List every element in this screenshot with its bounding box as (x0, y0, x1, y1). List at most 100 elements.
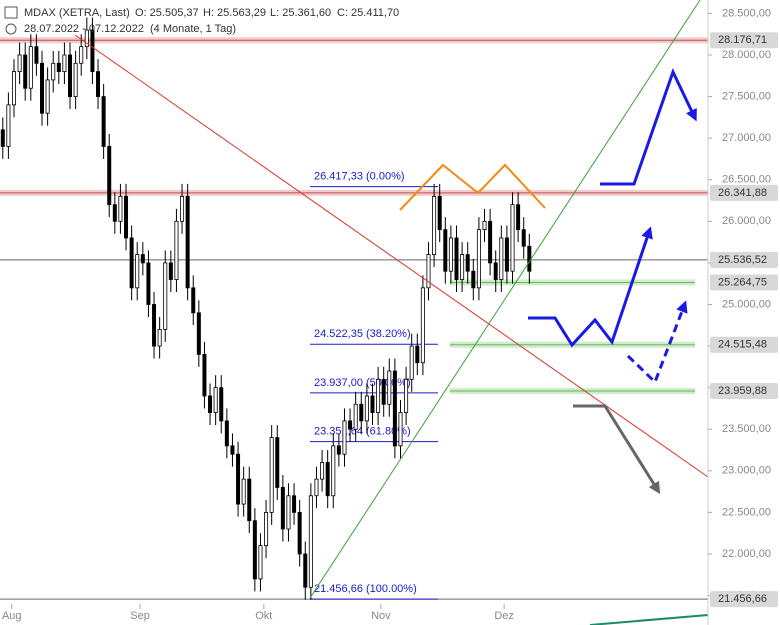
fib-label: 23.937,00 (50.00%) (314, 377, 411, 389)
drawings (74, 0, 709, 625)
candle-body (521, 229, 526, 247)
candle-body (208, 395, 213, 413)
candle-body (12, 71, 17, 106)
candle-body (96, 71, 101, 97)
level-label: 28.176,71 (718, 34, 767, 46)
candle-body (460, 254, 465, 280)
candle-body (118, 195, 123, 222)
candle-body (129, 237, 134, 289)
pattern-line (399, 163, 546, 211)
x-tick-label: Aug (2, 610, 22, 622)
y-tick-label: 27.000,00 (722, 132, 771, 144)
x-tick-label: Okt (255, 610, 272, 622)
candle-body (90, 29, 95, 73)
y-tick-label: 23.500,00 (722, 423, 771, 435)
candle-body (112, 204, 117, 222)
x-tick-label: Dez (494, 610, 514, 622)
level-label: 23.959,88 (718, 385, 767, 397)
ohlc-high: H: 25.563,29 (203, 7, 266, 19)
candle-body (269, 437, 274, 513)
candle-body (17, 54, 22, 73)
level-label: 26.341,88 (718, 187, 767, 199)
candle-body (264, 511, 269, 547)
scenario-arrow (600, 68, 697, 186)
trend-line (309, 0, 701, 599)
candle-body (258, 545, 263, 580)
level-label-box (710, 184, 778, 201)
header: MDAX (XETRA, Last) O: 25.505,37 H: 25.56… (4, 6, 399, 35)
candle-body (230, 445, 235, 455)
level-label: 25.264,75 (718, 276, 767, 288)
candle-body (432, 195, 437, 255)
level-label-box (710, 274, 778, 291)
candle-body (292, 495, 297, 513)
candle-body (101, 96, 106, 147)
candle-body (320, 462, 325, 480)
candle-body (213, 387, 218, 413)
candle-body (196, 312, 201, 355)
candle-body (297, 511, 302, 555)
scenario-arrow (626, 300, 688, 385)
candle-body (51, 62, 56, 81)
candle-body (224, 420, 229, 447)
candle-body (62, 54, 67, 73)
candle-body (353, 403, 358, 430)
candle-body (504, 237, 509, 272)
candle-body (448, 237, 453, 272)
fib-label: 23.351,64 (61.80%) (314, 425, 411, 437)
candle-body (275, 437, 280, 488)
candle-body (314, 478, 319, 497)
candle-body (124, 195, 129, 239)
candle-body (163, 262, 168, 330)
level-label-box (710, 336, 778, 353)
candle-body (426, 254, 431, 289)
period: (4 Monate, 1 Tag) (150, 23, 236, 35)
candle-body (443, 229, 448, 272)
candle-body (415, 345, 420, 364)
candle-body (493, 262, 498, 280)
candle-body (336, 445, 341, 455)
subtitle: 28.07.2022 - 07.12.2022 (24, 23, 144, 35)
candle-body (364, 395, 369, 422)
candle-body (471, 270, 476, 289)
candle-body (40, 62, 45, 114)
candle-body (219, 387, 224, 422)
level-label: 25.536,52 (718, 254, 767, 266)
candle-body (510, 204, 515, 272)
candle-body (387, 370, 392, 405)
candle-body (516, 204, 521, 231)
candle-body (331, 445, 336, 497)
level-label-box (710, 251, 778, 268)
candle-body (23, 54, 28, 89)
candle-body (381, 378, 386, 405)
candle-body (135, 254, 140, 289)
candle-body (454, 237, 459, 280)
candle-body (370, 395, 375, 413)
candle-body (437, 195, 442, 231)
candle-body (286, 495, 291, 530)
candle-body (45, 79, 50, 114)
y-tick-label: 23.000,00 (722, 465, 771, 477)
scenario-arrow (528, 226, 653, 348)
level-label: 24.515,48 (718, 339, 767, 351)
candle-body (84, 29, 89, 48)
level-label-box (710, 591, 778, 608)
candle-body (28, 46, 33, 89)
ohlc-open: O: 25.505,37 (135, 7, 199, 19)
fib-label: 24.522,35 (38.20%) (314, 328, 411, 340)
candle-body (56, 62, 61, 73)
candle-body (325, 462, 330, 497)
candle-body (168, 262, 173, 280)
candle-body (359, 403, 364, 422)
candle-body (342, 420, 347, 455)
candle-body (0, 129, 5, 147)
x-tick-label: Nov (371, 610, 391, 622)
ohlc-close: C: 25.411,70 (337, 7, 399, 19)
plot (0, 17, 532, 600)
y-tick-label: 27.500,00 (722, 90, 771, 102)
candle-body (465, 254, 470, 272)
candle-body (482, 220, 487, 231)
icon (5, 23, 17, 35)
scenario-arrow (573, 404, 661, 495)
